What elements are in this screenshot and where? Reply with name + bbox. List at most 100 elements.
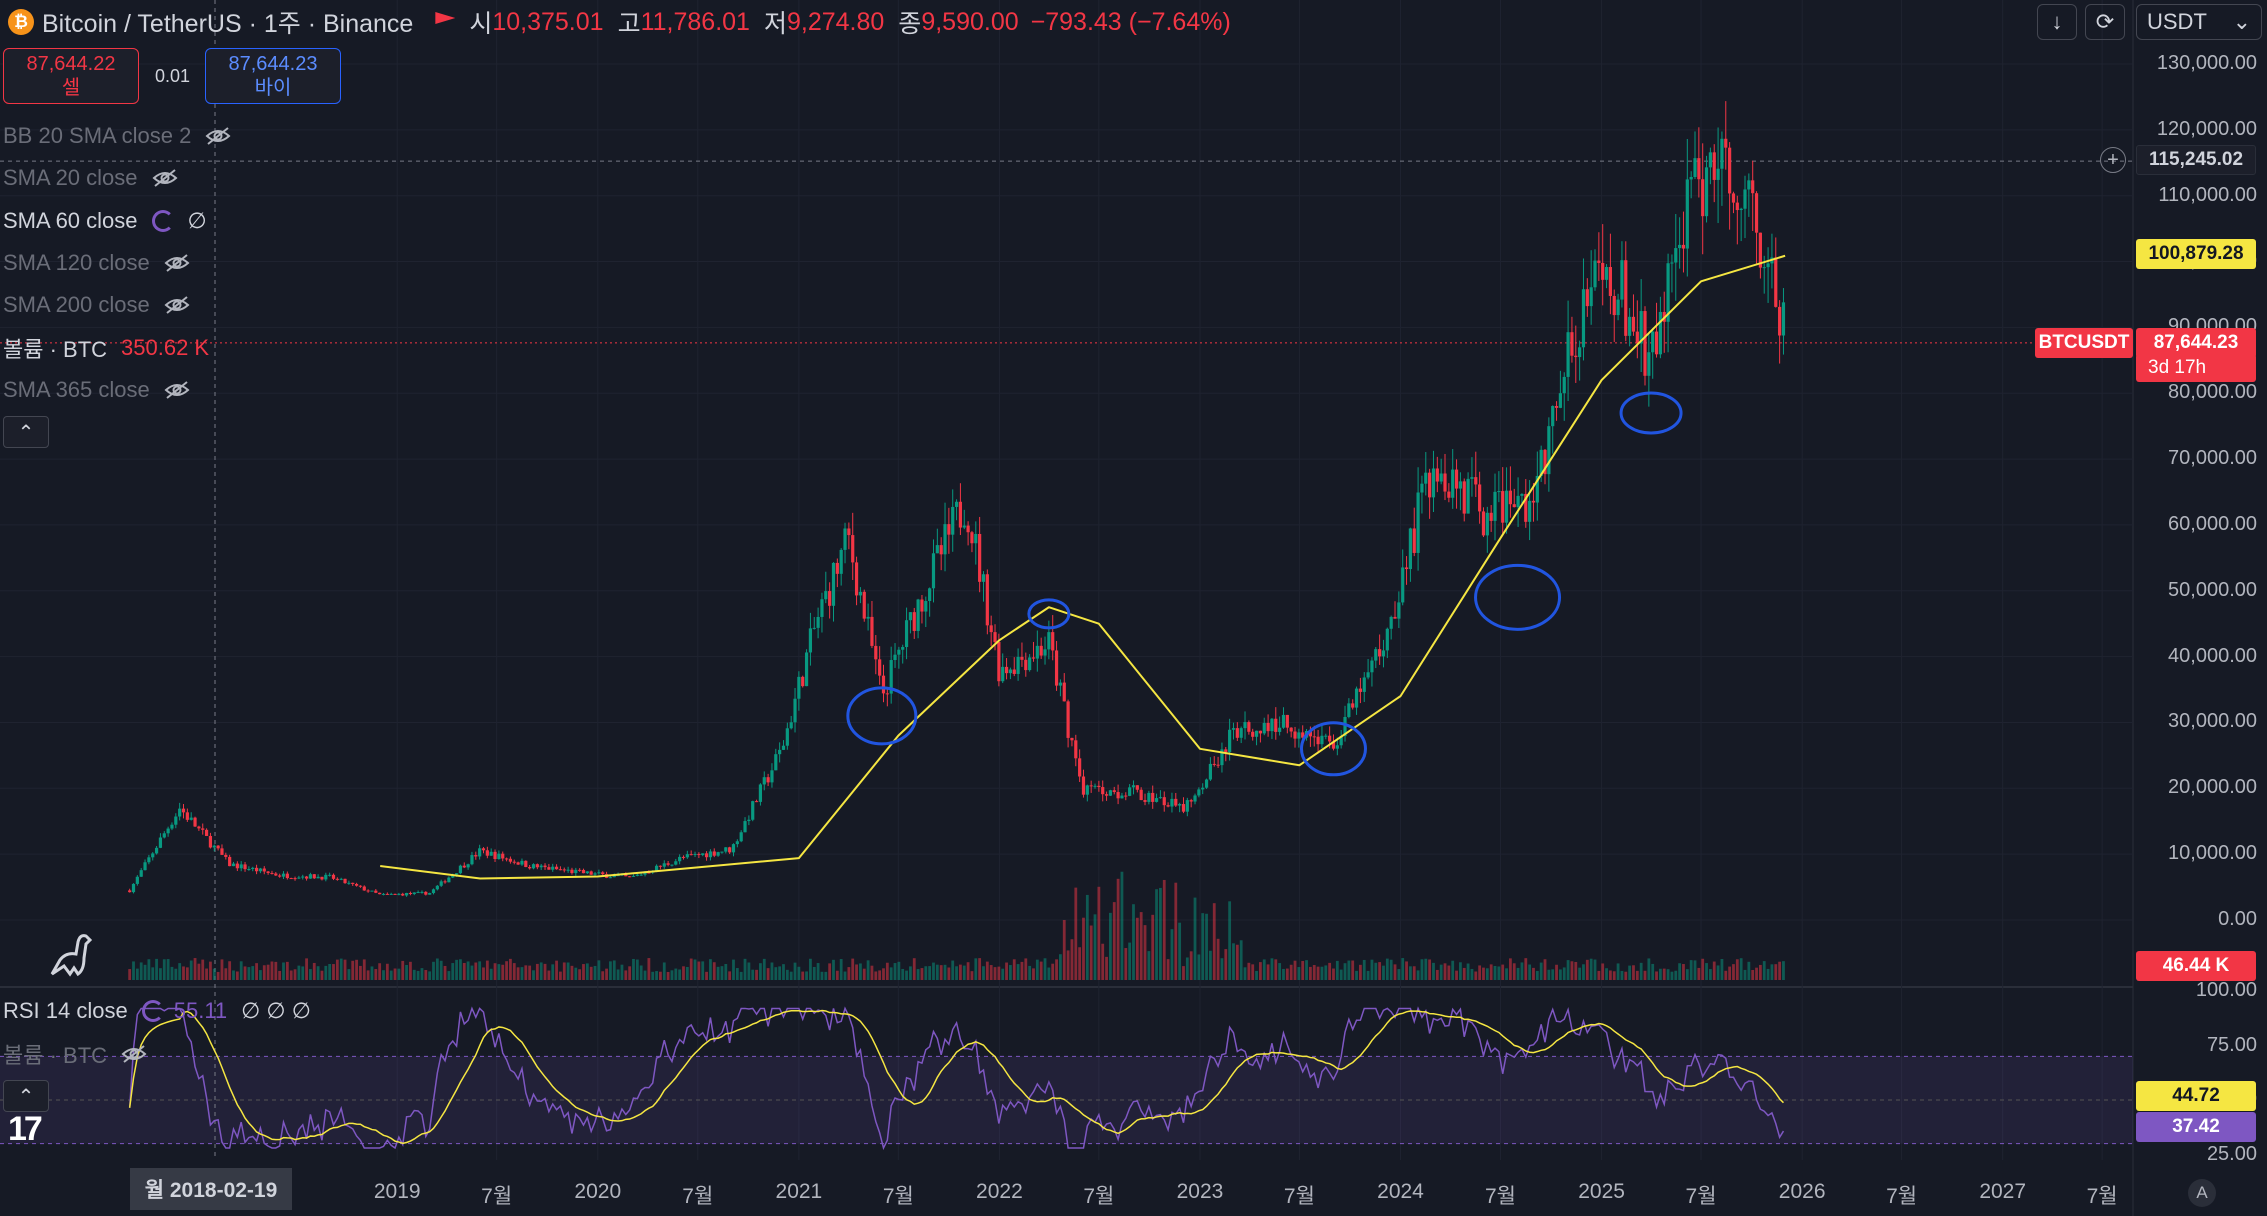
volume-bar <box>189 960 193 980</box>
candle-body <box>566 869 570 871</box>
download-icon[interactable]: ↓ <box>2037 4 2077 40</box>
candle-body <box>1551 406 1555 427</box>
volume-bar <box>1082 917 1085 980</box>
volume-bar <box>147 959 151 980</box>
refresh-icon[interactable] <box>151 210 174 232</box>
volume-bar <box>335 959 339 980</box>
indicator-sma200[interactable]: SMA 200 close <box>3 289 190 321</box>
candle-body <box>1424 472 1428 484</box>
indicator-volume-hidden[interactable]: 볼륨 · BTC <box>3 1038 147 1070</box>
pane-divider[interactable] <box>0 986 2133 988</box>
candle-body <box>828 591 832 606</box>
volume-bar <box>1670 971 1674 980</box>
order-quantity[interactable]: 0.01 <box>155 66 191 86</box>
eye-off-icon[interactable] <box>205 127 231 145</box>
volume-bar <box>1112 902 1116 980</box>
candle-body <box>781 745 786 750</box>
candle-body <box>297 877 301 879</box>
candle-body <box>1247 722 1251 732</box>
eye-off-icon[interactable] <box>164 254 190 272</box>
annotation-circle[interactable] <box>1619 391 1683 435</box>
candle-body <box>793 698 797 723</box>
indicator-sma120[interactable]: SMA 120 close <box>3 247 190 279</box>
candle-body <box>535 864 539 868</box>
annotation-circle[interactable] <box>1027 598 1071 630</box>
eye-off-icon[interactable] <box>152 169 178 187</box>
indicator-sma365[interactable]: SMA 365 close <box>3 374 190 406</box>
add-alert-icon[interactable]: + <box>2100 147 2126 173</box>
candle-body <box>1224 749 1228 753</box>
candle-body <box>1754 193 1759 233</box>
candle-body <box>1751 180 1755 194</box>
volume-bar <box>309 969 312 980</box>
indicator-rsi[interactable]: RSI 14 close 55.11 ∅ ∅ ∅ <box>3 995 311 1027</box>
candle-body <box>770 770 774 783</box>
replay-icon[interactable]: ⟳ <box>2085 4 2125 40</box>
volume-bar <box>1532 967 1535 980</box>
volume-bar <box>1097 886 1101 980</box>
volume-bar <box>428 971 432 980</box>
refresh-icon[interactable] <box>141 1000 164 1022</box>
sell-button[interactable]: 87,644.22 셀 <box>3 48 139 104</box>
candle-body <box>739 832 743 842</box>
eye-off-icon[interactable] <box>164 381 190 399</box>
indicator-sma60[interactable]: SMA 60 close ∅ <box>3 205 207 237</box>
collapse-legend-button[interactable]: ⌃ <box>3 416 49 448</box>
currency-select[interactable]: USDT ⌄ <box>2136 4 2262 40</box>
candle-body <box>966 525 970 533</box>
indicator-volume[interactable]: 볼륨 · BTC 350.62 K <box>3 332 209 364</box>
buy-button[interactable]: 87,644.23 바이 <box>205 48 341 104</box>
volume-bar <box>724 963 728 980</box>
candle-body <box>143 862 147 871</box>
candle-body <box>751 801 755 820</box>
volume-bar <box>435 958 439 980</box>
candle-body <box>1297 732 1301 739</box>
volume-bar <box>393 968 397 980</box>
candle-body <box>1174 798 1178 806</box>
collapse-rsi-legend-button[interactable]: ⌃ <box>3 1080 49 1112</box>
symbol-title[interactable]: Bitcoin / TetherUS · 1주 · Binance <box>42 10 414 38</box>
candle-body <box>1420 483 1424 493</box>
eye-off-icon[interactable] <box>164 296 190 314</box>
time-tick-label: 7월 <box>882 1185 914 1208</box>
candle-body <box>701 853 705 856</box>
candle-body <box>558 869 563 871</box>
indicator-bb[interactable]: BB 20 SMA close 2 <box>3 120 231 152</box>
volume-bar <box>1166 959 1170 980</box>
candle-body <box>1235 728 1239 738</box>
annotation-circle[interactable] <box>1474 563 1562 631</box>
rsi-ma-tag: 44.72 <box>2136 1081 2256 1111</box>
time-tick-label: 2025 <box>1578 1180 1625 1203</box>
candle-body <box>320 876 324 880</box>
price-tick-label: 80,000.00 <box>2168 381 2257 404</box>
flag-icon[interactable] <box>435 12 456 24</box>
volume-bar <box>447 971 451 980</box>
candle-body <box>1647 352 1651 376</box>
tradingview-logo-icon[interactable]: 17 <box>8 1110 43 1148</box>
volume-bar <box>782 964 785 980</box>
volume-bar <box>1712 961 1716 980</box>
auto-scale-button[interactable]: A <box>2188 1179 2216 1207</box>
candle-body <box>193 817 197 827</box>
volume-bar <box>1197 954 1201 980</box>
volume-bar <box>1720 958 1724 980</box>
candle-body <box>678 856 682 862</box>
candle-body <box>1516 495 1520 508</box>
candle-body <box>951 506 955 535</box>
volume-bar <box>889 967 893 980</box>
dinosaur-icon[interactable] <box>48 930 96 980</box>
eye-off-icon[interactable] <box>121 1045 147 1063</box>
candle-body <box>324 874 328 880</box>
annotation-circle[interactable] <box>1299 721 1367 777</box>
open-label: 시 <box>469 10 493 38</box>
volume-bar <box>1747 961 1751 980</box>
volume-bar <box>974 958 978 980</box>
annotation-circle[interactable] <box>846 686 918 746</box>
candles <box>128 101 1786 897</box>
volume-value: 350.62 K <box>121 335 210 360</box>
volume-bars <box>128 871 1785 980</box>
high-label: 고 <box>617 10 641 38</box>
indicator-sma20[interactable]: SMA 20 close <box>3 162 178 194</box>
candle-body <box>1058 682 1063 686</box>
